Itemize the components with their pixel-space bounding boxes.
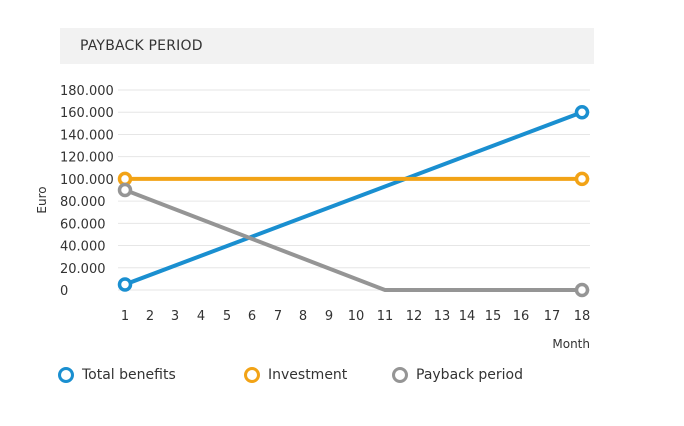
y-tick-label: 180.000 [60,84,114,99]
x-tick-label: 12 [406,309,423,324]
y-tick-label: 100.000 [60,173,114,188]
data-point-total-benefits [574,104,590,120]
x-tick-label: 11 [377,309,394,324]
x-tick-label: 18 [574,309,591,324]
x-tick-label: 1 [121,309,129,324]
data-point-payback-period [574,282,590,298]
legend-item: Payback period [392,367,523,383]
x-tick-label: 6 [248,309,256,324]
data-point-total-benefits [117,277,133,292]
x-tick-label: 5 [223,309,231,324]
x-tick-label: 4 [197,309,205,324]
y-tick-label: 160.000 [60,106,114,121]
x-tick-label: 7 [274,309,282,324]
x-tick-label: 13 [434,309,451,324]
y-tick-label: 20.000 [60,262,106,277]
x-tick-label: 2 [146,309,154,324]
legend-label: Investment [268,367,348,383]
y-axis-label: Euro [35,186,49,213]
chart-title: PAYBACK PERIOD [80,38,203,54]
data-point-investment [574,171,590,187]
x-tick-label: 16 [513,309,530,324]
x-tick-label: 10 [348,309,365,324]
y-tick-label: 0 [60,284,68,299]
data-point-investment [117,171,133,187]
series-line-payback-period [124,188,582,292]
legend-marker-icon [392,367,408,383]
legend-marker-icon [58,367,74,383]
y-tick-label: 40.000 [60,240,106,255]
data-point-payback-period [117,182,133,198]
legend-label: Payback period [416,367,523,383]
y-tick-label: 60.000 [60,217,106,232]
x-tick-label: 3 [171,309,179,324]
y-tick-label: 80.000 [60,195,106,210]
x-tick-label: 9 [325,309,333,324]
y-tick-label: 120.000 [60,151,114,166]
x-axis-label: Month [552,337,590,351]
series-line-total-benefits [124,110,583,287]
legend-item: Investment [244,367,347,383]
chart-title-bar: PAYBACK PERIOD [60,28,594,64]
y-tick-label: 140.000 [60,128,114,143]
x-tick-label: 17 [544,309,561,324]
legend-marker-icon [244,367,260,383]
x-tick-label: 15 [485,309,502,324]
legend-label: Total benefits [82,367,176,383]
legend-item: Total benefits [58,367,176,383]
x-tick-label: 8 [299,309,307,324]
x-tick-label: 14 [459,309,476,324]
